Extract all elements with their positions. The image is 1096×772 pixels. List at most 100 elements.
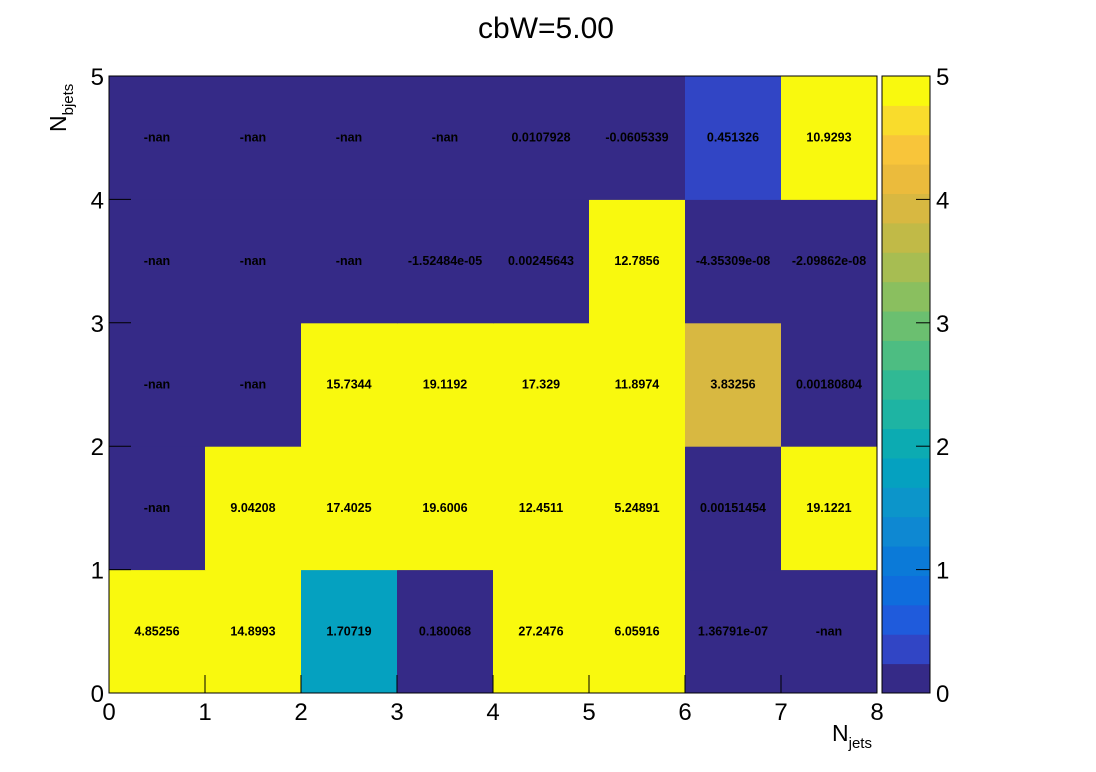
cell-value-label: 0.451326 [707, 131, 759, 145]
heatmap-cell [397, 76, 494, 200]
x-tick-label: 4 [486, 699, 499, 726]
cell-value-label: 17.4025 [326, 501, 371, 515]
heatmap-cell [493, 322, 590, 447]
heatmap-cell [781, 446, 878, 571]
x-tick-label: 6 [678, 699, 691, 726]
color-scale-label: 4 [936, 187, 949, 214]
heatmap-cell [301, 199, 398, 324]
color-scale-band [882, 516, 930, 547]
color-scale-band [882, 134, 930, 165]
heatmap-cell [205, 569, 302, 694]
chart-title: cbW=5.00 [478, 12, 614, 45]
heatmap-cell [301, 76, 398, 200]
heatmap-cell [301, 446, 398, 571]
color-scale-band [882, 252, 930, 283]
color-scale-band [882, 311, 930, 341]
cell-value-label: 4.85256 [134, 624, 179, 638]
cell-value-label: -nan [144, 378, 170, 392]
heatmap-cell [589, 322, 686, 447]
heatmap-cell [109, 76, 206, 200]
cell-value-label: 9.04208 [230, 501, 275, 515]
x-tick-label: 8 [870, 699, 883, 726]
cell-value-label: -nan [144, 254, 170, 268]
color-scale-frame [881, 75, 931, 694]
cell-value-label: 5.24891 [614, 501, 659, 515]
heatmap-cell [685, 199, 782, 324]
color-scale-band [882, 604, 930, 635]
y-tick-label: 0 [91, 681, 104, 708]
heatmap-cell [397, 446, 494, 571]
cell-value-label: 0.00151454 [700, 501, 766, 515]
x-axis-title-main: N [832, 720, 849, 746]
color-scale-band [882, 634, 930, 665]
heatmap-cell [205, 322, 302, 447]
heatmap-cell [685, 76, 782, 200]
heatmap-cell [781, 76, 878, 200]
heatmap-cell [781, 199, 878, 324]
cell-value-label: -nan [144, 131, 170, 145]
x-tick-label: 0 [102, 699, 115, 726]
x-tick-label: 7 [774, 699, 787, 726]
cell-value-label: -2.09862e-08 [792, 254, 866, 268]
heatmap-cell [781, 569, 878, 694]
heatmap-cell [589, 199, 686, 324]
y-tick-label: 2 [91, 434, 104, 461]
heatmap-cell [589, 76, 686, 200]
heatmap-cell [301, 322, 398, 447]
x-tick-label: 5 [582, 699, 595, 726]
cell-value-label: -nan [144, 501, 170, 515]
cell-value-label: 6.05916 [614, 624, 659, 638]
color-scale-band [882, 105, 930, 136]
heatmap-cell-labels: 4.85256 14.8993 1.70719 0.180068 27.2476 6.05… [134, 131, 866, 639]
cell-value-label: -0.0605339 [605, 131, 668, 145]
heatmap-cell [685, 569, 782, 694]
heatmap-cell [301, 569, 398, 694]
color-scale-label: 3 [936, 311, 949, 338]
y-tick-label: 1 [91, 558, 104, 585]
cell-value-label: -nan [336, 254, 362, 268]
color-scale-label: 1 [936, 558, 949, 585]
x-tick-label: 1 [198, 699, 211, 726]
cell-value-label: 10.9293 [806, 131, 851, 145]
color-scale-band [882, 76, 930, 106]
heatmap-cell [205, 446, 302, 571]
color-scale-band [882, 399, 930, 430]
x-tick-label: 3 [390, 699, 403, 726]
heatmap-cell [493, 76, 590, 200]
y-tick-label: 4 [91, 187, 104, 214]
color-scale-label: 2 [936, 434, 949, 461]
color-scale-band [882, 546, 930, 576]
heatmap-cell [109, 446, 206, 571]
cell-value-label: 12.7856 [614, 254, 659, 268]
x-tick-label: 2 [294, 699, 307, 726]
heatmap-cell [493, 569, 590, 694]
cell-value-label: -nan [240, 254, 266, 268]
x-axis-title-subscript: jets [848, 735, 872, 752]
heatmap-cell [205, 76, 302, 200]
cell-value-label: 0.0107928 [511, 131, 570, 145]
cell-value-label: 1.36791e-07 [698, 624, 768, 638]
y-tick-label: 5 [91, 64, 104, 91]
color-scale-band [882, 281, 930, 312]
x-axis: 0 1 2 3 4 5 6 7 8 [102, 675, 884, 726]
color-scale-band [882, 663, 930, 694]
cell-value-label: 12.4511 [519, 501, 564, 515]
cell-value-label: 27.2476 [518, 624, 563, 638]
heatmap-cell [493, 199, 590, 324]
x-axis-title: Njets [832, 720, 872, 752]
cell-value-label: 1.70719 [326, 624, 371, 638]
cell-value-label: 0.180068 [419, 624, 471, 638]
cell-value-label: 19.1192 [423, 378, 468, 392]
cell-value-label: 19.1221 [806, 501, 851, 515]
cell-value-label: 0.00180804 [796, 378, 862, 392]
heatmap-cell [589, 446, 686, 571]
color-scale-label: 0 [936, 681, 949, 708]
heatmap-cell [109, 322, 206, 447]
heatmap-cell [397, 199, 494, 324]
cell-value-label: -nan [240, 131, 266, 145]
color-scale-bar: 0 1 2 3 4 5 [881, 64, 949, 708]
cell-value-label: 15.7344 [326, 378, 371, 392]
heatmap-cells [109, 76, 878, 694]
color-scale-band [882, 340, 930, 371]
color-scale-band [882, 487, 930, 518]
